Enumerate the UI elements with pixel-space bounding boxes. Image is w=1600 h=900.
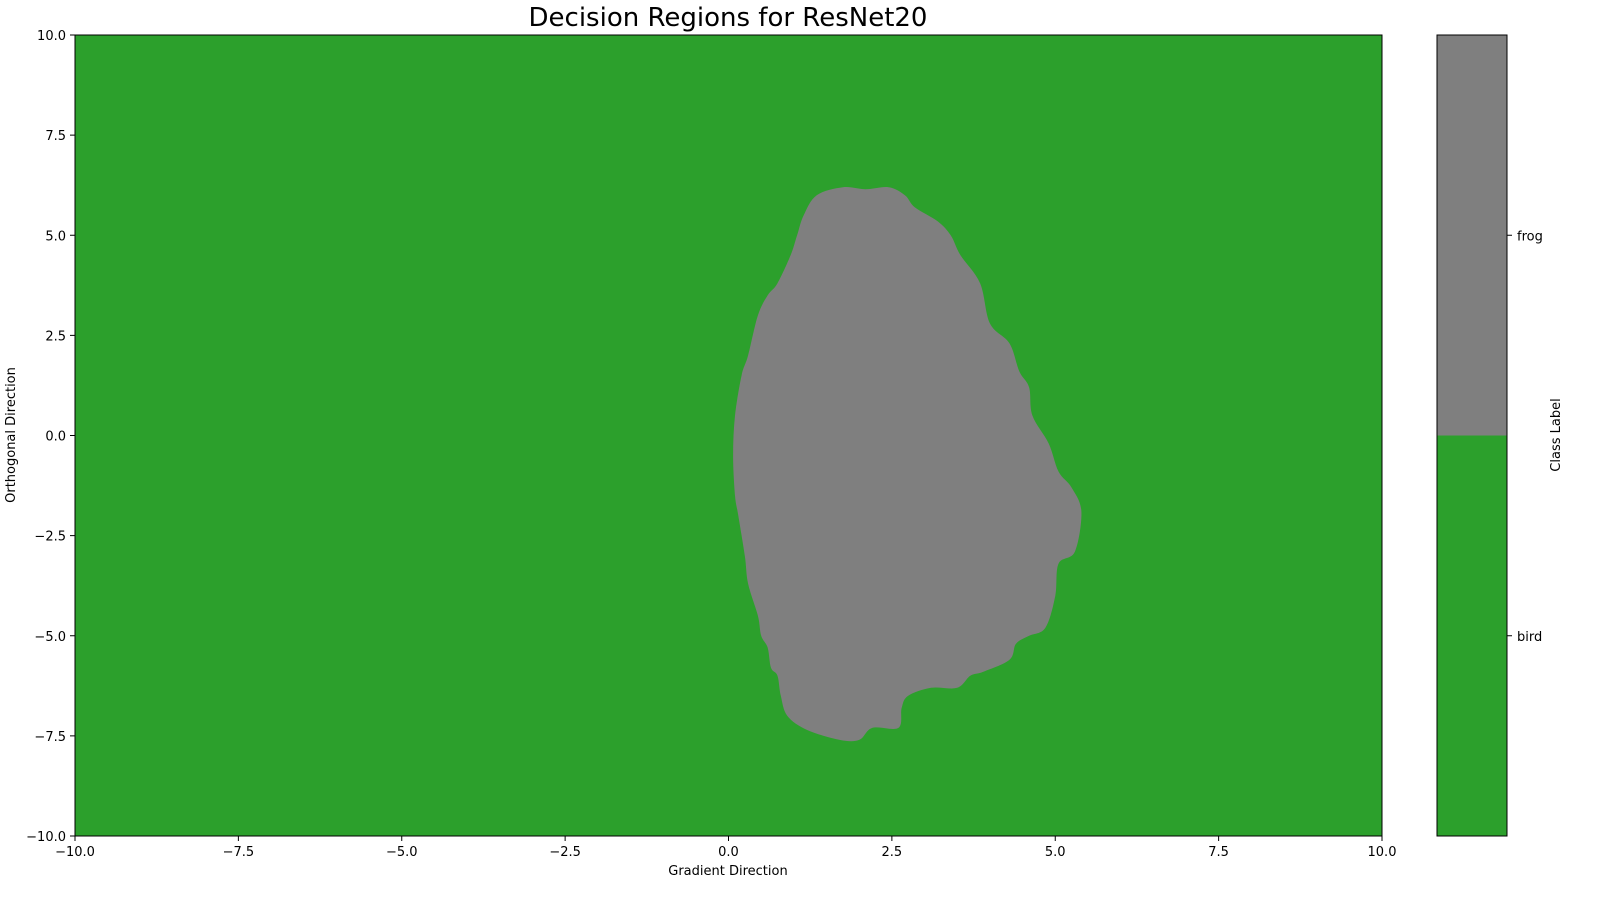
colorbar: bird frog [1436,34,1543,837]
x-tick-label: 10.0 [1368,845,1397,860]
x-axis-label: Gradient Direction [668,864,787,879]
x-tick-label: −10.0 [55,845,95,860]
y-tick-label: 5.0 [45,229,66,244]
x-tick-label: −2.5 [549,845,581,860]
colorbar-tick-label: bird [1517,630,1542,645]
colorbar-frame [1436,34,1508,837]
x-tick-label: 5.0 [1045,845,1066,860]
y-tick-label: 7.5 [45,129,66,144]
y-tick-label: −7.5 [34,730,66,745]
chart-title: Decision Regions for ResNet20 [529,3,928,33]
region-frog-0 [733,186,1082,742]
colorbar-tick-label: frog [1517,229,1543,244]
y-tick-label: 0.0 [45,430,66,445]
colorbar-swatch-frog [1437,35,1507,436]
colorbar-swatch-bird [1437,435,1507,836]
x-tick-label: −5.0 [386,845,418,860]
colorbar-label: Class Label [1549,398,1564,471]
y-axis-label: Orthogonal Direction [4,367,19,503]
x-tick-label: −7.5 [223,845,255,860]
region-bird [75,35,1382,836]
x-tick-label: 2.5 [882,845,903,860]
y-tick-label: 2.5 [45,329,66,344]
plot-area: −10.0 −7.5 −5.0 −2.5 0.0 2.5 5.0 7.5 10.0 −10.0 −7… [26,29,1396,860]
x-tick-label: 7.5 [1208,845,1229,860]
y-tick-label: −5.0 [34,630,66,645]
y-tick-label: 10.0 [37,29,66,44]
y-tick-label: −2.5 [34,530,66,545]
y-tick-label: −10.0 [26,830,66,845]
x-tick-label: 0.0 [718,845,739,860]
